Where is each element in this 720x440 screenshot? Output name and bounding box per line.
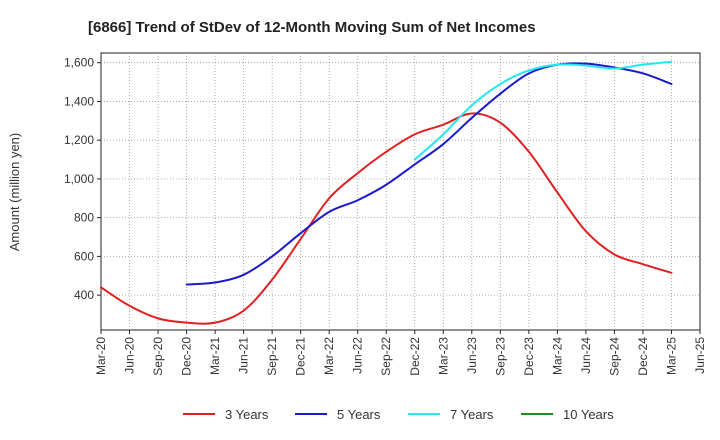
x-tick-label: Dec-22 [408, 337, 422, 376]
y-tick-label: 1,200 [64, 133, 94, 147]
x-tick-label: Sep-24 [607, 337, 621, 376]
y-axis: 400 600 800 1,000 1,200 1,400 1,600 [64, 56, 101, 302]
series-line-3-years [100, 112, 673, 325]
x-tick-label: Dec-24 [636, 337, 650, 376]
x-tick-label: Jun-22 [351, 337, 365, 374]
legend-label: 3 Years [225, 407, 269, 422]
x-tick-label: Jun-21 [237, 337, 251, 374]
x-tick-label: Mar-24 [550, 337, 564, 375]
x-tick-label: Jun-23 [465, 337, 479, 374]
x-tick-label: Dec-23 [522, 337, 536, 376]
y-tick-label: 1,400 [64, 94, 94, 108]
legend-label: 5 Years [337, 407, 381, 422]
legend-label: 7 Years [450, 407, 494, 422]
x-tick-label: Jun-24 [579, 337, 593, 374]
legend: 3 Years 5 Years 7 Years 10 Years [183, 407, 614, 422]
x-tick-label: Jun-25 [693, 337, 707, 374]
x-tick-label: Sep-22 [379, 337, 393, 376]
y-tick-label: 800 [74, 211, 94, 225]
x-tick-label: Sep-21 [265, 337, 279, 376]
x-tick-label: Dec-21 [294, 337, 308, 376]
chart-title: [6866] Trend of StDev of 12-Month Moving… [88, 19, 536, 36]
x-tick-label: Mar-21 [208, 337, 222, 375]
series-line-5-years [185, 62, 673, 286]
series-line-7-years [413, 60, 673, 161]
x-tick-label: Sep-20 [151, 337, 165, 376]
x-tick-label: Mar-23 [436, 337, 450, 375]
x-tick-label: Mar-20 [94, 337, 108, 375]
x-tick-label: Mar-22 [322, 337, 336, 375]
x-tick-label: Dec-20 [180, 337, 194, 376]
plot-area [100, 52, 701, 331]
y-tick-label: 400 [74, 288, 94, 302]
x-tick-label: Jun-20 [123, 337, 137, 374]
legend-label: 10 Years [563, 407, 614, 422]
x-axis: Mar-20 Jun-20 Sep-20 Dec-20 Mar-21 Jun-21 Sep-… [94, 330, 707, 376]
plot-frame [100, 52, 701, 331]
y-axis-label: Amount (million yen) [7, 133, 22, 252]
y-tick-label: 1,600 [64, 56, 94, 70]
y-tick-label: 600 [74, 249, 94, 263]
x-tick-label: Sep-23 [493, 337, 507, 376]
y-tick-label: 1,000 [64, 172, 94, 186]
series-lines [100, 60, 673, 325]
x-tick-label: Mar-25 [664, 337, 678, 375]
